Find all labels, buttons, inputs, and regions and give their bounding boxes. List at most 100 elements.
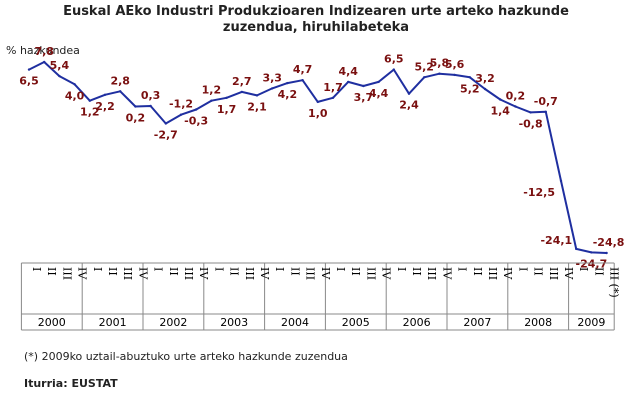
quarter-tick-label: II <box>592 267 605 276</box>
data-label: 0,2 <box>126 112 146 125</box>
data-point <box>468 76 471 79</box>
data-label: 1,7 <box>323 81 343 94</box>
year-label: 2007 <box>463 316 491 329</box>
data-label: 6,5 <box>19 75 39 88</box>
data-point <box>255 94 259 97</box>
data-point <box>225 96 228 100</box>
quarter-tick-label: I <box>91 267 104 271</box>
quarter-tick-label: I <box>152 267 165 271</box>
year-label: 2005 <box>342 316 370 329</box>
data-point <box>331 96 335 100</box>
data-point <box>301 79 304 82</box>
data-point <box>590 251 593 254</box>
data-label: 2,7 <box>232 75 252 88</box>
data-label: 1,2 <box>202 84 222 97</box>
data-label: 5,6 <box>445 58 465 71</box>
data-label: 5,8 <box>430 57 450 70</box>
data-point <box>27 68 31 71</box>
data-label: 1,4 <box>490 105 510 118</box>
year-label: 2000 <box>38 316 66 329</box>
quarter-tick-label: IV <box>197 267 210 280</box>
quarter-tick-label: II <box>349 267 362 276</box>
data-label: 1,7 <box>217 103 237 116</box>
data-label: 5,4 <box>50 59 70 72</box>
data-point <box>423 76 426 79</box>
quarter-tick-label: II <box>106 267 119 276</box>
quarter-tick-label: IV <box>440 267 453 280</box>
data-point <box>377 80 380 84</box>
quarter-tick-label: IV <box>258 267 271 280</box>
quarter-tick-label: IV <box>380 267 393 280</box>
quarter-tick-label: II <box>410 267 423 276</box>
data-point <box>73 83 76 86</box>
chart-title-line2: zuzendua, hiruhilabeteka <box>222 20 410 35</box>
data-point <box>43 60 46 64</box>
data-label: 0,3 <box>141 89 161 102</box>
quarter-tick-label: I <box>395 267 408 271</box>
data-label: -24,8 <box>593 236 625 249</box>
data-point <box>483 87 487 91</box>
quarter-tick-label: IV <box>319 267 332 280</box>
data-point <box>438 72 441 75</box>
data-label: 2,2 <box>95 100 115 113</box>
data-label: -24,1 <box>540 234 572 247</box>
quarter-tick-label: I <box>212 267 225 271</box>
data-label: -2,7 <box>154 129 178 142</box>
data-point <box>362 84 365 88</box>
quarter-tick-label: II <box>471 267 484 276</box>
quarter-tick-label: III <box>425 267 438 280</box>
data-label: 5,2 <box>414 60 434 73</box>
data-label: 5,2 <box>460 82 480 95</box>
year-label: 2001 <box>99 316 127 329</box>
data-point <box>103 93 107 97</box>
data-label: 4,2 <box>278 88 298 101</box>
data-point <box>210 99 213 102</box>
data-point <box>453 73 456 77</box>
data-point <box>499 98 502 101</box>
data-point <box>179 113 183 116</box>
quarter-tick-label: III <box>547 267 560 280</box>
quarter-tick-label: IV <box>76 267 89 280</box>
year-label: 2002 <box>159 316 187 329</box>
quarter-tick-label: I <box>456 267 469 271</box>
data-point <box>544 110 547 114</box>
quarter-tick-label: IV <box>501 267 514 280</box>
quarter-tick-label: II <box>45 267 58 276</box>
data-point <box>559 179 563 183</box>
data-point <box>529 111 532 114</box>
data-point <box>195 108 198 111</box>
data-point <box>58 74 61 78</box>
data-point <box>316 100 319 104</box>
data-label: 3,2 <box>475 72 495 85</box>
data-label: 2,8 <box>110 74 130 87</box>
data-label: -1,2 <box>169 98 193 111</box>
data-point <box>271 87 274 90</box>
quarter-tick-label: III <box>304 267 317 280</box>
data-point <box>407 92 411 95</box>
quarter-tick-label: III <box>486 267 499 280</box>
data-label: 2,1 <box>247 100 267 113</box>
data-label: 4,7 <box>293 63 313 76</box>
data-label: -0,7 <box>534 95 558 108</box>
data-point <box>286 81 289 85</box>
quarter-tick-label: III <box>364 267 377 280</box>
quarter-tick-label: II <box>228 267 241 276</box>
quarter-tick-label: III <box>60 267 73 280</box>
quarter-tick-label: II <box>167 267 180 276</box>
data-label: 6,5 <box>384 53 404 66</box>
quarter-tick-label: III <box>182 267 195 280</box>
data-label: -0,3 <box>184 115 208 128</box>
quarter-tick-label: II <box>532 267 545 276</box>
quarter-tick-label: IV <box>562 267 575 280</box>
data-point <box>134 105 137 108</box>
data-label: 1,2 <box>80 106 100 119</box>
data-point <box>164 122 167 125</box>
quarter-tick-label: III <box>121 267 134 280</box>
data-label: 4,4 <box>369 87 389 100</box>
data-label: 3,7 <box>354 91 374 104</box>
data-label: 4,4 <box>338 65 358 78</box>
quarter-tick-label: II <box>288 267 301 276</box>
quarter-tick-label: III (*) <box>608 267 621 298</box>
data-point <box>240 90 243 94</box>
